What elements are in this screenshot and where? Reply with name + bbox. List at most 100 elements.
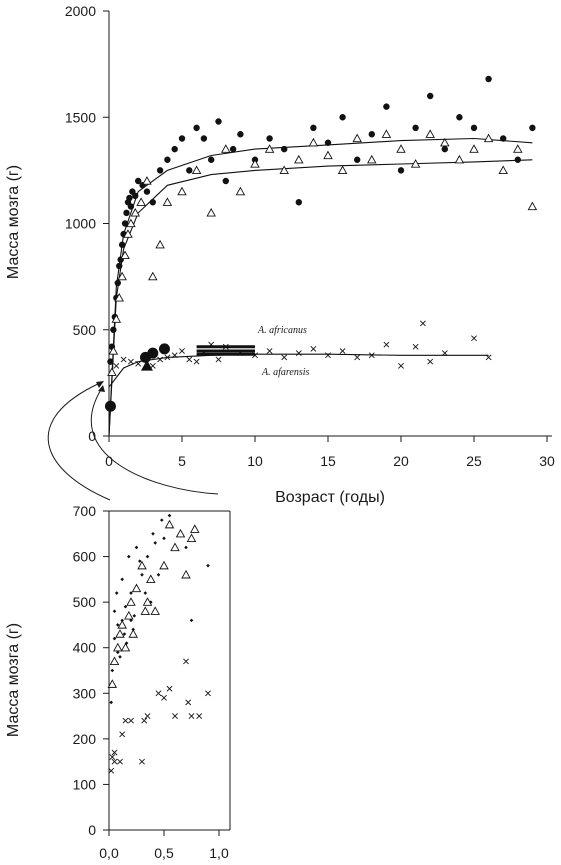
inset-point-cross [119,731,126,738]
data-point-cross [412,343,419,350]
inset-point-small-diamond [143,591,148,595]
data-point-open-triangle [107,367,117,376]
data-point-cross [237,350,244,357]
inset-point-open-triangle [140,606,151,615]
data-point-cross [310,345,317,352]
inset-point-small-diamond [189,618,194,623]
data-point-cross [368,352,375,359]
data-point-cross [208,341,215,348]
inset-point-open-triangle [146,574,156,584]
main-x-tick-label: 25 [466,453,482,469]
inset-point-cross [111,749,118,756]
data-point-cross [339,348,346,354]
data-point-filled-circle [397,167,405,174]
inset-point-small-diamond [116,623,120,627]
data-point-filled-circle [354,156,361,163]
data-point-large-filled-circle [147,347,159,359]
data-point-filled-circle [126,194,133,202]
inset-x-tick-label: 0,0 [99,845,119,861]
inset-point-open-triangle [128,629,138,638]
inset-y-tick-label: 200 [73,731,97,747]
inset-point-cross [144,713,151,719]
arrow-head-inner [98,385,105,392]
data-point-open-triangle [381,129,392,138]
data-point-open-triangle [294,154,304,164]
inset-point-small-diamond [129,618,133,623]
inset-point-open-triangle [120,642,131,652]
data-point-open-triangle [177,186,187,196]
inset-point-small-diamond [114,591,119,595]
inset-point-small-diamond [156,573,161,577]
data-point-filled-circle [143,188,151,195]
main-y-tick-label: 1500 [65,109,96,125]
data-point-filled-circle [186,167,193,174]
inset-point-cross [185,699,192,706]
data-point-cross [252,352,258,359]
data-point-filled-circle [237,131,244,138]
inset-point-cross [122,717,129,724]
data-point-open-triangle [483,133,494,143]
data-point-open-triangle [221,144,231,153]
inset-point-small-diamond [138,559,142,563]
inset-point-small-diamond [127,554,131,559]
data-point-open-triangle [250,159,260,168]
data-point-filled-circle [118,241,126,248]
arrow-head-outer [96,381,104,388]
data-point-cross [157,356,164,363]
data-point-open-triangle [191,165,202,175]
main-x-tick-label: 20 [393,453,409,469]
data-point-filled-circle [208,156,215,163]
inset-point-open-triangle [131,583,142,593]
data-point-open-triangle [117,271,127,281]
inset-point-open-triangle [175,528,186,538]
inset-point-open-triangle [137,560,147,570]
data-point-cross [171,352,178,359]
data-point-cross [398,362,404,369]
inset-point-small-diamond [132,614,137,618]
inset-y-tick-label: 100 [73,776,97,792]
fit-curve-0 [108,137,533,437]
data-point-open-triangle [155,239,165,249]
data-point-filled-circle [116,262,123,270]
inset-point-small-diamond [120,577,124,582]
data-point-open-triangle [235,186,246,196]
data-point-filled-circle [200,135,208,142]
inset-point-small-diamond [112,609,117,614]
inset-point-small-diamond [153,541,157,545]
inset-point-cross [205,690,211,697]
data-point-cross [471,335,477,342]
data-point-filled-circle [121,220,129,227]
data-point-filled-circle [295,199,302,206]
inset-point-open-triangle [150,606,160,615]
data-point-open-triangle [114,292,124,302]
data-point-filled-circle [114,279,121,287]
inset-point-small-diamond [160,518,164,522]
data-point-open-triangle [111,314,122,323]
inset-point-open-triangle [107,679,118,688]
data-point-cross [113,362,120,369]
inset-y-axis-label: Масса мозга (г) [5,623,22,737]
inset-point-cross [109,754,116,761]
data-point-filled-circle [383,103,390,110]
annotation-a-afarensis: A. afarensis [261,367,310,378]
data-point-filled-circle [427,92,434,100]
inset-point-small-diamond [162,536,166,541]
inset-y-tick-label: 400 [73,640,97,656]
inset-point-cross [108,767,115,774]
data-point-filled-circle [149,199,156,206]
data-point-cross [179,348,185,354]
inset-point-open-triangle [186,533,197,542]
data-point-large-filled-circle [104,400,116,412]
inset-point-small-diamond [109,700,113,705]
data-point-filled-circle [529,124,536,132]
inset-y-tick-label: 500 [73,594,97,610]
data-point-cross [135,360,142,367]
zoom-connector [47,381,219,501]
inset-x-tick-label: 0,5 [154,845,174,861]
inset-point-small-diamond [122,632,127,636]
inset-point-cross [128,717,134,724]
data-point-cross [222,343,229,350]
inset-point-small-diamond [123,604,128,609]
inset-point-small-diamond [145,554,150,559]
main-x-tick-label: 5 [178,453,186,469]
